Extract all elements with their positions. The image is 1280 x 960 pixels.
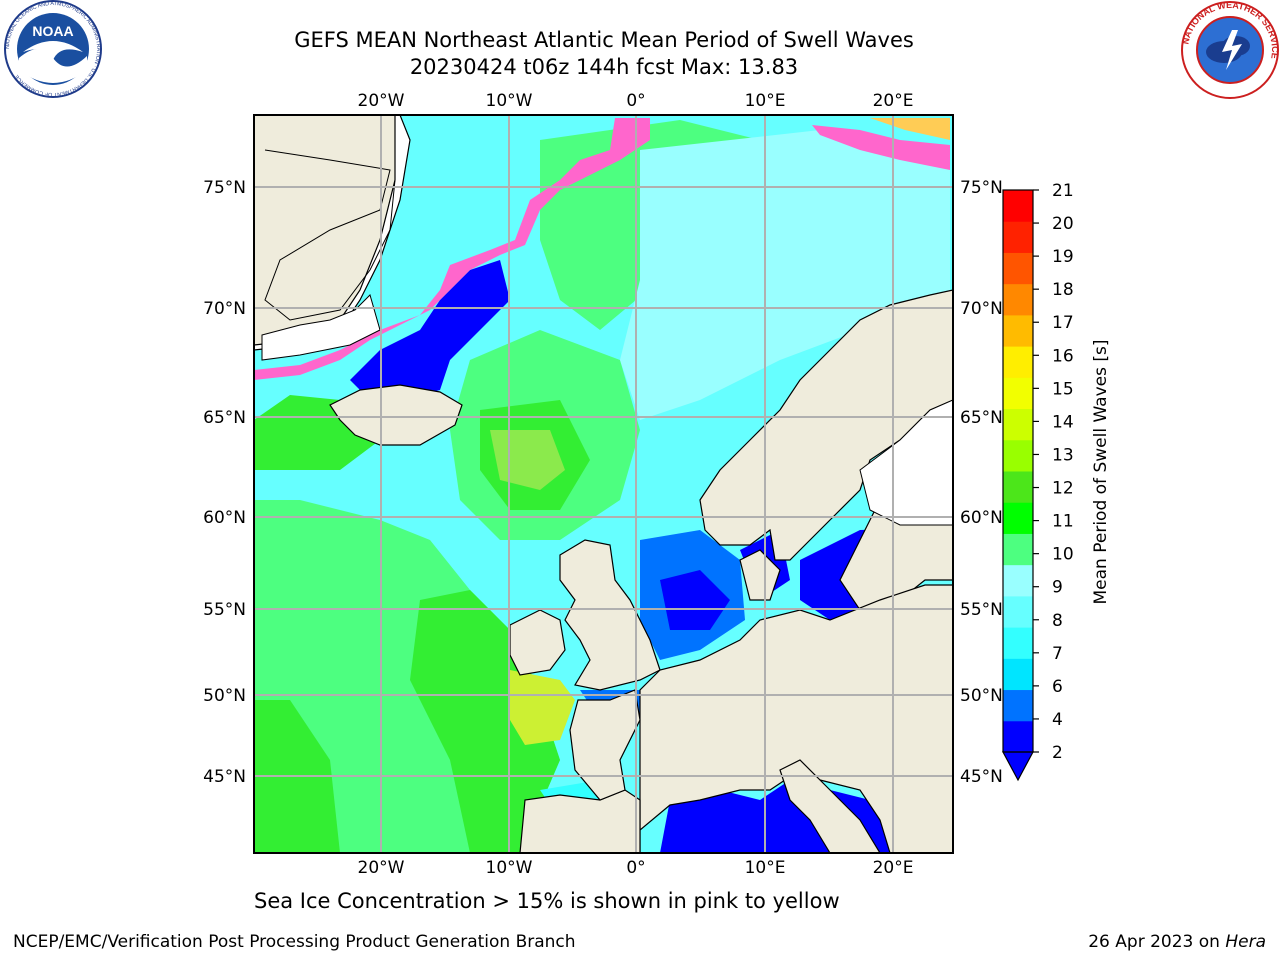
colorbar-segment xyxy=(1003,658,1033,691)
colorbar-tick-label: 11 xyxy=(1052,512,1074,532)
lat-label-left: 45°N xyxy=(203,767,246,787)
lat-label-left: 75°N xyxy=(203,178,246,198)
noaa-logo: NOAA NATIONAL OCEANIC AND ATMOSPHERIC AD… xyxy=(4,0,102,98)
map-frame xyxy=(253,114,954,854)
lat-label-left: 65°N xyxy=(203,408,246,428)
date-stamp: 26 Apr 2023 on Hera xyxy=(1088,932,1266,952)
lat-label-right: 75°N xyxy=(960,178,1003,198)
colorbar-tick-label: 18 xyxy=(1052,280,1074,300)
greenland-east-coast xyxy=(261,294,381,361)
ireland xyxy=(509,609,566,676)
chart-subtitle: 20230424 t06z 144h fcst Max: 13.83 xyxy=(409,55,799,79)
colorbar-segment xyxy=(1003,190,1033,222)
colorbar-tick-label: 14 xyxy=(1052,412,1074,432)
nws-logo: NATIONAL WEATHER SERVICE xyxy=(1180,0,1280,99)
top-longitude-labels: 20°W 10°W 0° 10°E 20°E xyxy=(358,91,914,111)
lon-label-bottom: 10°W xyxy=(486,858,533,878)
lon-label-bottom: 20°E xyxy=(873,858,914,878)
right-latitude-labels: 75°N 70°N 65°N 60°N 55°N 50°N 45°N xyxy=(960,178,1003,787)
lon-label-bottom: 20°W xyxy=(358,858,405,878)
gulf-of-bothnia-ice xyxy=(859,399,953,526)
svg-text:NOAA: NOAA xyxy=(32,23,73,39)
colorbar-tick-label: 15 xyxy=(1052,379,1074,399)
swell-region-north-sea-core xyxy=(660,570,730,630)
swell-region-barents xyxy=(620,130,950,420)
lat-label-right: 65°N xyxy=(960,408,1003,428)
colorbar-tick-label: 8 xyxy=(1052,611,1063,631)
colorbar-segment xyxy=(1003,595,1033,628)
lon-label-top: 20°W xyxy=(358,91,405,111)
scandinavia xyxy=(699,289,953,853)
bottom-longitude-labels: 20°W 10°W 0° 10°E 20°E xyxy=(358,858,914,878)
colorbar-segment xyxy=(1003,502,1033,534)
credit-line: NCEP/EMC/Verification Post Processing Pr… xyxy=(13,932,576,952)
map-gridlines xyxy=(254,115,953,853)
colorbar-segment xyxy=(1003,252,1033,285)
lat-label-right: 70°N xyxy=(960,299,1003,319)
left-latitude-labels: 75°N 70°N 65°N 60°N 55°N 50°N 45°N xyxy=(203,178,246,787)
sea-ice-yellow-svalbard xyxy=(870,118,950,140)
lat-label-right: 55°N xyxy=(960,600,1003,620)
lat-label-left: 60°N xyxy=(203,508,246,528)
colorbar-tick-label: 19 xyxy=(1052,247,1074,267)
italy xyxy=(779,759,881,853)
lat-label-left: 55°N xyxy=(203,600,246,620)
lon-label-top: 10°E xyxy=(745,91,786,111)
colorbar-tick-label: 20 xyxy=(1052,214,1074,234)
colorbar-outline xyxy=(1002,189,1034,753)
iceland xyxy=(329,384,463,446)
lon-label-top: 0° xyxy=(626,91,645,111)
colorbar-segment xyxy=(1003,689,1033,722)
sea-ice-edge-svalbard xyxy=(812,125,950,170)
colorbar-tick-label: 4 xyxy=(1052,710,1063,730)
colorbar-segment xyxy=(1003,533,1033,566)
continental-europe xyxy=(639,584,953,853)
host-name: Hera xyxy=(1225,932,1266,952)
colorbar-segment xyxy=(1003,439,1033,472)
lon-label-bottom: 0° xyxy=(626,858,645,878)
colorbar-segment xyxy=(1003,346,1033,378)
lat-label-right: 45°N xyxy=(960,767,1003,787)
lat-label-right: 60°N xyxy=(960,508,1003,528)
colorbar-segment xyxy=(1003,564,1033,597)
map-plot-area xyxy=(254,115,953,853)
lat-label-right: 50°N xyxy=(960,686,1003,706)
lon-label-top: 20°E xyxy=(873,91,914,111)
date-text: 26 Apr 2023 on xyxy=(1088,932,1220,952)
colorbar-label: Mean Period of Swell Waves [s] xyxy=(1091,340,1111,605)
colorbar-tick-label: 6 xyxy=(1052,677,1063,697)
colorbar-tick-label: 16 xyxy=(1052,346,1074,366)
colorbar-segment xyxy=(1003,627,1033,659)
colorbar-segment xyxy=(1003,283,1033,316)
colorbar-tick-label: 10 xyxy=(1052,545,1074,565)
colorbar-segment xyxy=(1003,314,1033,347)
colorbar-tick-label: 9 xyxy=(1052,578,1063,598)
lat-label-left: 50°N xyxy=(203,686,246,706)
chart-title: GEFS MEAN Northeast Atlantic Mean Period… xyxy=(294,28,914,52)
denmark xyxy=(739,549,781,601)
colorbar-segment xyxy=(1003,720,1033,753)
lat-label-left: 70°N xyxy=(203,299,246,319)
colorbar-segment xyxy=(1003,377,1033,410)
lon-label-bottom: 10°E xyxy=(745,858,786,878)
colorbar-segment xyxy=(1003,471,1033,503)
swell-region-denmark-strait xyxy=(350,260,510,400)
iberia xyxy=(519,789,641,853)
colorbar-segment xyxy=(1003,408,1033,441)
colorbar-tick-label: 2 xyxy=(1052,743,1063,763)
colorbar-under-extension xyxy=(1001,751,1035,782)
colorbar-tick-label: 13 xyxy=(1052,445,1074,465)
colorbar-tick-label: 7 xyxy=(1052,644,1063,664)
colorbar-tick-label: 17 xyxy=(1052,313,1074,333)
sea-ice-note: Sea Ice Concentration > 15% is shown in … xyxy=(254,889,840,913)
colorbar-tick-label: 21 xyxy=(1052,181,1074,201)
colorbar-tick-label: 12 xyxy=(1052,479,1074,499)
colorbar: 2 4 6 7 8 9 10 11 12 13 14 15 16 17 18 19 20 21 xyxy=(1001,181,1074,782)
lon-label-top: 10°W xyxy=(486,91,533,111)
swell-region-13-14s-biscay xyxy=(510,670,575,745)
colorbar-segment xyxy=(1003,221,1033,253)
